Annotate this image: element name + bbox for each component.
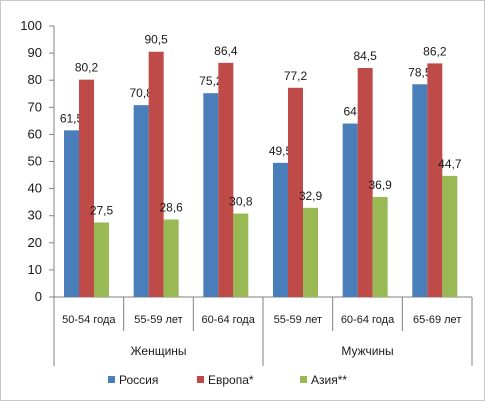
y-tick-label: 10 xyxy=(28,262,42,277)
y-tick-label: 30 xyxy=(28,208,42,223)
x-category-label: 60-64 года xyxy=(341,314,395,326)
bar-europe xyxy=(218,62,234,297)
y-tick-label: 40 xyxy=(28,181,42,196)
x-category-label: 55-59 лет xyxy=(274,314,322,326)
bar-asia xyxy=(233,213,249,297)
legend-label: Европа* xyxy=(208,373,254,387)
bar-russia xyxy=(203,93,219,297)
data-label: 70,8 xyxy=(129,86,153,100)
data-label: 86,2 xyxy=(423,44,447,58)
y-tick-label: 90 xyxy=(28,45,42,60)
data-label: 32,9 xyxy=(299,189,323,203)
y-tick-label: 60 xyxy=(28,126,42,141)
data-label: 80,2 xyxy=(75,61,99,75)
y-tick-label: 20 xyxy=(28,235,42,250)
data-label: 36,9 xyxy=(368,178,392,192)
data-label: 64 xyxy=(343,105,357,119)
data-label: 44,7 xyxy=(438,157,462,171)
bar-europe xyxy=(79,79,94,298)
data-label: 84,5 xyxy=(353,49,377,63)
bar-russia xyxy=(64,130,79,297)
y-tick-label: 70 xyxy=(28,99,42,114)
data-label: 27,5 xyxy=(90,203,114,217)
legend-label: Россия xyxy=(119,373,158,387)
legend-label: Азия** xyxy=(311,373,347,387)
y-tick-label: 50 xyxy=(28,154,42,169)
data-label: 61,5 xyxy=(60,111,84,125)
bar-asia xyxy=(94,222,109,297)
data-label: 77,2 xyxy=(284,69,308,83)
data-label: 75,2 xyxy=(199,74,223,88)
bar-europe xyxy=(427,63,443,298)
y-tick-label: 80 xyxy=(28,72,42,87)
data-label: 30,8 xyxy=(229,195,253,209)
bar-europe xyxy=(148,51,164,298)
bar-russia xyxy=(133,105,149,297)
x-category-label: 60-64 года xyxy=(201,314,255,326)
x-category-label: 50-54 года xyxy=(62,314,116,326)
x-group-label: Мужчины xyxy=(341,344,393,358)
x-category-label: 55-59 лет xyxy=(134,314,182,326)
bar-europe xyxy=(288,87,303,298)
data-label: 28,6 xyxy=(159,200,183,214)
legend-swatch xyxy=(300,376,307,383)
bar-russia xyxy=(412,84,428,297)
bar-europe xyxy=(357,68,373,297)
bar-russia xyxy=(273,162,288,297)
x-category-label: 65-69 лет xyxy=(413,314,461,326)
bar-russia xyxy=(342,123,358,297)
legend-swatch xyxy=(197,376,204,383)
data-label: 49,5 xyxy=(269,144,293,158)
data-label: 78,5 xyxy=(408,65,432,79)
data-label: 90,5 xyxy=(144,33,168,47)
y-tick-label: 100 xyxy=(20,18,42,33)
legend-swatch xyxy=(108,376,115,383)
bar-asia xyxy=(372,197,388,297)
bar-asia xyxy=(442,175,458,297)
bar-asia xyxy=(163,219,179,297)
x-group-label: Женщины xyxy=(130,344,186,358)
y-tick-label: 0 xyxy=(35,289,42,304)
data-label: 86,4 xyxy=(214,44,238,58)
bar-asia xyxy=(303,207,318,297)
